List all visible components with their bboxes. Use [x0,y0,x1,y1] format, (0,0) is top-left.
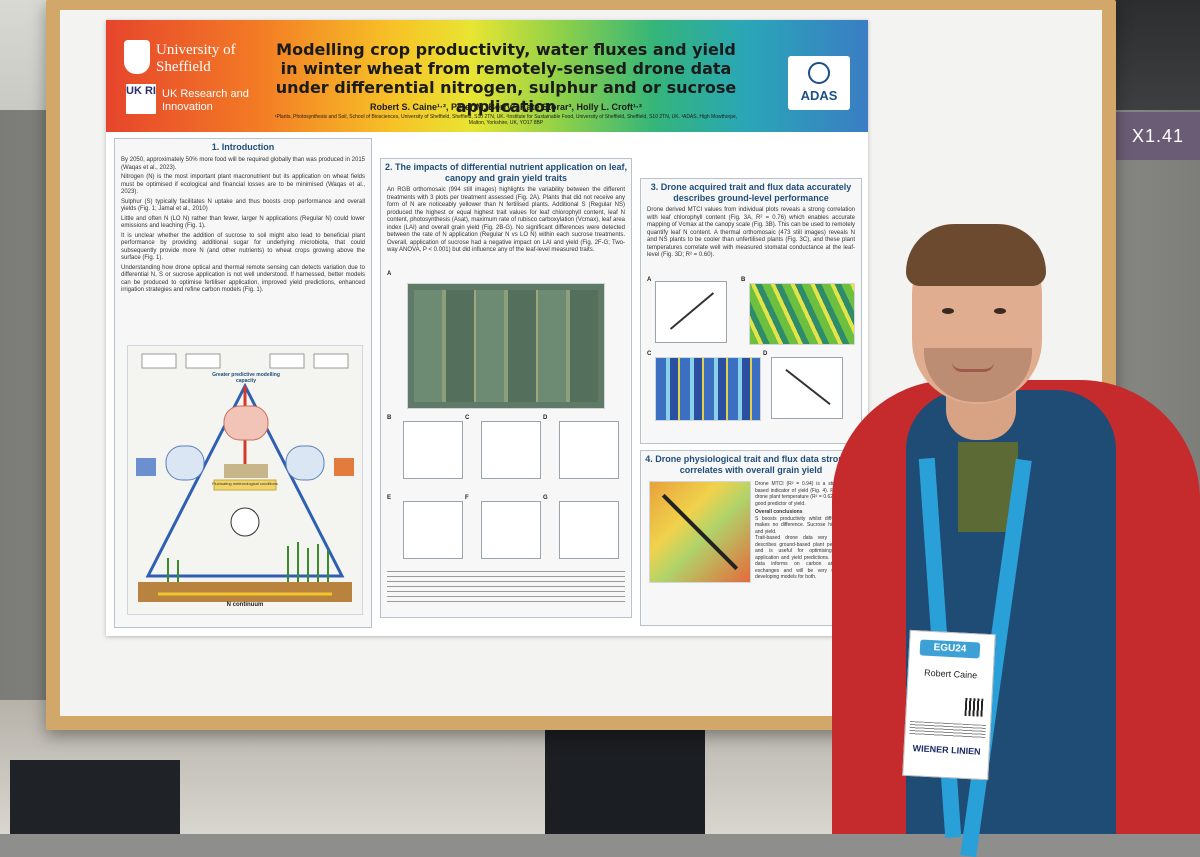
panel-label: E [387,495,392,501]
figure-1-diagram: Greater predictive modelling capacity Fl… [127,345,363,615]
qr-code-icon [964,697,984,717]
poster-banner: University of Sheffield UK RI UK Researc… [106,20,868,132]
partner-logo: ADAS [788,56,850,110]
conference-badge: EGU24 Robert Caine WIENER LINIEN [902,629,996,781]
rgb-orthomosaic [407,283,605,409]
section-body: By 2050, approximately 50% more food wil… [121,157,365,297]
ukri-logo: UK RI UK Research and Innovation [126,84,256,118]
section-drone-traits: 3. Drone acquired trait and flux data ac… [640,178,862,444]
presenter-hair [906,224,1046,286]
panel-label: B [741,277,746,283]
thermal-orthomosaic [655,357,761,421]
wheat-mark-icon [808,62,830,84]
section-body: An RGB orthomosaic (994 still images) hi… [387,187,625,253]
section-physiological-yield: 4. Drone physiological trait and flux da… [640,450,862,626]
conceptual-diagram [128,346,362,614]
eye-icon [942,308,954,314]
boxplot-chart [403,421,463,479]
boxplot-chart [559,501,619,559]
correlation-scatter [655,281,727,343]
conclusions-heading: Overall conclusions [755,509,803,515]
research-poster: University of Sheffield UK RI UK Researc… [106,20,868,636]
plant-stomata-icon [230,507,260,537]
poster-authors: Robert S. Caine¹·², Peter M. Berry³, Kat… [369,102,643,112]
section-heading: 4. Drone physiological trait and flux da… [645,454,857,475]
multispectral-imagery [136,458,156,476]
section-body: Drone derived MTCI values from individua… [647,207,855,258]
intro-bullet: By 2050, approximately 50% more food wil… [121,157,365,171]
optical-sensors-node [285,445,325,481]
partner-name: ADAS [800,88,838,103]
panel-label: C [647,351,652,357]
smile [952,362,994,372]
vcmax-map [749,283,855,345]
thermal-sensors-node [223,405,269,441]
university-name: University of Sheffield [156,42,236,75]
badge-name: Robert Caine [923,667,978,681]
section-heading: 3. Drone acquired trait and flux data ac… [650,182,852,203]
section-heading: 2. The impacts of differential nutrient … [384,162,628,183]
panel-label: A [387,271,392,277]
section-heading: 1. Introduction [211,142,275,152]
section-introduction: 1. Introduction By 2050, approximately 5… [114,138,372,628]
eye-icon [994,308,1006,314]
university-logo: University of Sheffield [124,40,244,80]
panel-label: A [647,277,652,283]
diagram-triangle [145,382,345,578]
field-plots-image [414,290,598,402]
physio-text: Drone MTCI (R² = 0.94) is a strong trait… [755,481,855,507]
ukri-mark: UK RI [126,84,156,114]
intro-bullet: Sulphur (S) typically facilitates N upta… [121,198,365,213]
panel-label: F [465,495,469,501]
badge-sponsor: WIENER LINIEN [912,743,981,757]
diagram-bottom-label: N continuum [226,602,264,608]
temperature-scatter [771,357,843,419]
wheat-plants-icon [167,542,329,582]
poster-affiliations: ¹Plants, Photosynthesis and Soil, School… [274,114,738,126]
figure-2-caption [387,571,625,605]
thermal-imagery [334,458,354,476]
hall-corner [1112,0,1200,110]
diagram-box [185,353,221,369]
panel-label: D [543,415,548,421]
panel-label: B [387,415,392,421]
correlation-matrix [649,481,751,583]
ukri-name: UK Research and Innovation [162,88,249,113]
boxplot-chart [481,421,541,479]
panel-label: D [763,351,768,357]
diagram-box [313,353,349,369]
visitor-silhouette-middle [545,715,705,834]
optical-sensors-node [165,445,205,481]
panel-label: G [543,495,548,501]
field-plot-image [224,464,268,478]
badge-fine-print [909,720,987,739]
intro-bullet: Understanding how drone optical and ther… [121,264,365,294]
university-crest-icon [124,40,150,74]
panel-label: C [465,415,470,421]
conclusion-item: Trait-based drone data very accurately d… [755,535,855,580]
diagram-mid-label: Fluctuating meteorological conditions [212,481,278,486]
meteorological-bar [213,479,277,491]
conclusion-item: S boosts productivity whilst differentia… [755,515,855,535]
intro-bullet: It is unclear whether the addition of su… [121,232,365,262]
boxplot-chart [559,421,619,479]
boxplot-chart [481,501,541,559]
diagram-center-label: Greater predictive modelling capacity [212,372,280,384]
boxplot-chart [403,501,463,559]
room-sign: X1.41 [1116,112,1200,160]
intro-bullet: Little and often N (LO N) rather than fe… [121,215,365,230]
intro-bullet: Nitrogen (N) is the most important plant… [121,174,365,195]
soil-layer [138,582,352,602]
poster-title: Modelling crop productivity, water fluxe… [275,40,737,116]
section-nutrient-impacts: 2. The impacts of differential nutrient … [380,158,632,618]
visitor-silhouette-left [10,760,180,834]
diagram-box [269,353,305,369]
section-body: Drone MTCI (R² = 0.94) is a strong trait… [755,481,855,581]
diagram-box [141,353,177,369]
presenter: EGU24 Robert Caine WIENER LINIEN [820,220,1200,857]
event-logo: EGU24 [919,639,981,659]
